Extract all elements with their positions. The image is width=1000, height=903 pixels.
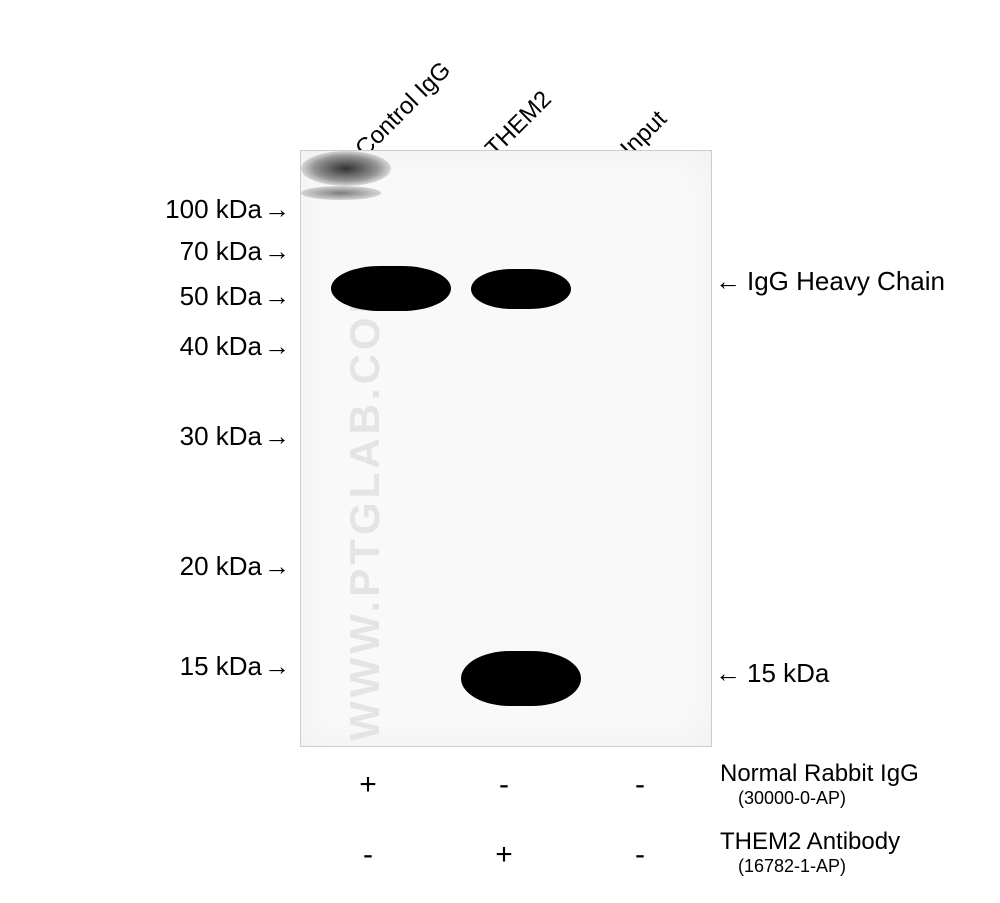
annot-text: 15 kDa <box>747 658 829 688</box>
arrow-right-icon: → <box>264 651 290 681</box>
mw-label-30: 30 kDa→ <box>180 421 290 452</box>
mw-text: 50 kDa <box>180 281 262 311</box>
mw-label-70: 70 kDa→ <box>180 236 290 267</box>
row-label-normal-igg: Normal Rabbit IgG (30000-0-AP) <box>720 760 919 809</box>
watermark-text: WWW.PTGLAB.COM <box>341 274 389 741</box>
matrix-cell: + <box>436 838 572 872</box>
annot-igg-heavy-chain: ←IgG Heavy Chain <box>715 266 945 297</box>
arrow-left-icon: ← <box>715 266 741 296</box>
row-label-sub: (30000-0-AP) <box>738 788 919 809</box>
arrow-right-icon: → <box>264 421 290 451</box>
annot-15kda: ←15 kDa <box>715 658 829 689</box>
lane-header-control-igg: Control IgG <box>350 56 457 163</box>
band-them2-smear <box>301 151 391 186</box>
row-label-main: THEM2 Antibody <box>720 828 900 856</box>
matrix-row-them2-ab: - + - <box>300 828 710 886</box>
blot-membrane: WWW.PTGLAB.COM <box>300 150 712 747</box>
arrow-right-icon: → <box>264 331 290 361</box>
band-them2-lane2 <box>461 651 581 706</box>
matrix-row-normal-igg: + - - <box>300 758 710 816</box>
mw-label-15: 15 kDa→ <box>180 651 290 682</box>
row-label-sub: (16782-1-AP) <box>738 856 900 877</box>
mw-text: 15 kDa <box>180 651 262 681</box>
right-annotations: ←IgG Heavy Chain ←15 kDa <box>715 150 995 745</box>
matrix-cell: - <box>572 838 708 872</box>
lane-headers: Control IgG THEM2 Input <box>0 0 1000 150</box>
arrow-left-icon: ← <box>715 658 741 688</box>
band-input-15kda <box>301 186 381 200</box>
treatment-matrix: + - - - + - <box>300 758 710 886</box>
western-blot-figure: Control IgG THEM2 Input WWW.PTGLAB.COM 1… <box>0 0 1000 903</box>
mw-label-50: 50 kDa→ <box>180 281 290 312</box>
mw-label-40: 40 kDa→ <box>180 331 290 362</box>
mw-label-100: 100 kDa→ <box>165 194 290 225</box>
matrix-cell: - <box>572 768 708 802</box>
band-igg-heavy-lane2 <box>471 269 571 309</box>
mw-markers: 100 kDa→ 70 kDa→ 50 kDa→ 40 kDa→ 30 kDa→… <box>0 150 300 745</box>
row-label-them2-ab: THEM2 Antibody (16782-1-AP) <box>720 828 900 877</box>
matrix-cell: - <box>436 768 572 802</box>
arrow-right-icon: → <box>264 236 290 266</box>
mw-text: 20 kDa <box>180 551 262 581</box>
annot-text: IgG Heavy Chain <box>747 266 945 296</box>
arrow-right-icon: → <box>264 281 290 311</box>
mw-text: 30 kDa <box>180 421 262 451</box>
mw-label-20: 20 kDa→ <box>180 551 290 582</box>
mw-text: 40 kDa <box>180 331 262 361</box>
arrow-right-icon: → <box>264 194 290 224</box>
band-igg-heavy-lane1 <box>331 266 451 311</box>
mw-text: 100 kDa <box>165 194 262 224</box>
mw-text: 70 kDa <box>180 236 262 266</box>
matrix-cell: - <box>300 838 436 872</box>
matrix-cell: + <box>300 768 436 802</box>
arrow-right-icon: → <box>264 551 290 581</box>
row-label-main: Normal Rabbit IgG <box>720 760 919 788</box>
